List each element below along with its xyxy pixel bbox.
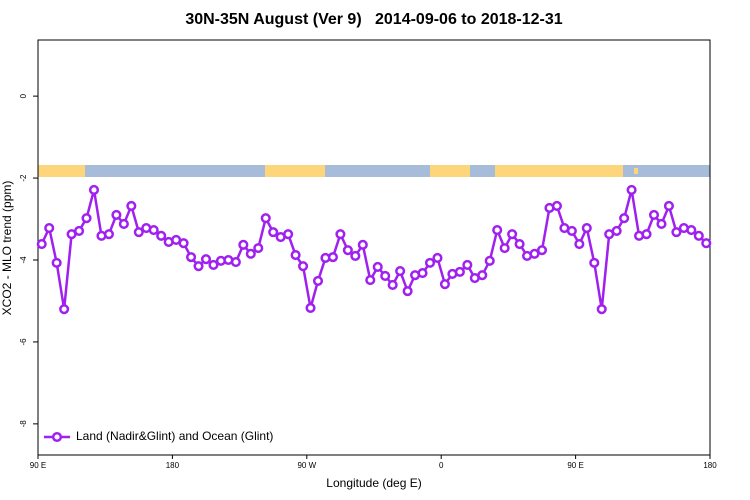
data-point xyxy=(626,184,637,195)
data-point xyxy=(268,227,279,238)
data-point xyxy=(611,225,622,236)
data-point xyxy=(245,248,256,259)
data-point xyxy=(432,252,443,263)
data-point xyxy=(581,222,592,234)
data-point xyxy=(193,261,204,272)
data-point xyxy=(566,225,577,236)
data-point xyxy=(499,243,510,254)
data-point xyxy=(88,184,100,195)
data-point xyxy=(327,252,338,263)
data-point xyxy=(200,254,212,265)
data-point xyxy=(238,239,249,250)
data-point xyxy=(178,238,189,249)
data-point xyxy=(619,213,630,224)
x-tick-label: 180 xyxy=(166,461,180,470)
y-tick-label: -8 xyxy=(19,420,28,428)
data-line xyxy=(40,189,708,310)
legend-marker xyxy=(51,431,63,443)
data-point xyxy=(648,209,660,220)
data-point xyxy=(701,238,712,249)
data-point xyxy=(380,270,391,282)
data-point xyxy=(148,225,159,236)
data-point xyxy=(51,257,62,268)
data-point xyxy=(253,243,264,254)
x-axis-label: Longitude (deg E) xyxy=(326,476,421,490)
data-point xyxy=(641,229,652,240)
data-point xyxy=(186,252,197,263)
data-point xyxy=(686,225,697,236)
y-tick-label: -6 xyxy=(19,338,28,346)
land-ocean-strip xyxy=(38,165,710,177)
data-point xyxy=(156,230,167,241)
y-tick-label: 0 xyxy=(19,93,28,98)
data-point xyxy=(656,218,667,229)
y-tick-label: -4 xyxy=(19,256,28,264)
data-point xyxy=(372,261,383,273)
legend-label: Land (Nadir&Glint) and Ocean (Glint) xyxy=(76,429,273,443)
data-point xyxy=(507,229,518,240)
data-point xyxy=(365,275,376,286)
data-point xyxy=(663,200,674,211)
data-point xyxy=(81,213,92,224)
x-tick-label: 180 xyxy=(703,461,717,470)
data-point xyxy=(74,225,85,236)
data-point xyxy=(290,250,301,261)
chart-title: 30N-35N August (Ver 9) 2014-09-06 to 201… xyxy=(185,11,562,28)
data-point xyxy=(350,250,361,261)
data-point xyxy=(103,229,114,240)
x-tick-label: 90 E xyxy=(567,461,583,470)
data-point xyxy=(283,229,294,240)
x-tick-label: 90 E xyxy=(30,461,46,470)
data-point xyxy=(208,259,219,270)
data-point xyxy=(298,261,309,272)
data-point xyxy=(342,245,353,256)
data-point xyxy=(118,218,129,229)
data-point xyxy=(417,268,428,279)
data-point xyxy=(312,275,324,286)
x-tick-label: 0 xyxy=(439,461,444,470)
data-point xyxy=(133,227,144,238)
data-point xyxy=(305,302,316,313)
data-point xyxy=(260,213,271,224)
data-point xyxy=(574,238,585,250)
data-point xyxy=(36,238,47,250)
data-point xyxy=(126,200,137,211)
data-point xyxy=(462,259,473,270)
data-point xyxy=(529,248,540,259)
data-point xyxy=(454,266,465,277)
data-point xyxy=(402,286,413,297)
y-tick-label: -2 xyxy=(19,174,28,182)
data-point xyxy=(596,304,607,315)
data-point xyxy=(551,200,562,211)
data-point xyxy=(536,245,548,256)
data-point xyxy=(484,255,495,266)
x-tick-label: 90 W xyxy=(297,461,316,470)
data-point xyxy=(230,256,241,268)
data-point xyxy=(357,239,368,250)
data-point xyxy=(111,209,122,220)
data-point xyxy=(59,304,70,315)
y-axis-label: XCO2 - MLO trend (ppm) xyxy=(0,181,14,316)
data-point xyxy=(492,225,503,236)
data-point xyxy=(671,227,682,238)
data-point xyxy=(424,257,436,268)
data-point xyxy=(439,279,450,290)
data-point xyxy=(477,270,488,281)
data-point xyxy=(693,230,704,241)
data-point xyxy=(387,279,398,291)
data-point xyxy=(395,266,406,277)
plot-frame xyxy=(37,39,711,456)
data-point xyxy=(514,238,525,250)
data-point xyxy=(44,222,55,234)
data-point xyxy=(335,229,346,240)
data-point xyxy=(589,257,600,268)
